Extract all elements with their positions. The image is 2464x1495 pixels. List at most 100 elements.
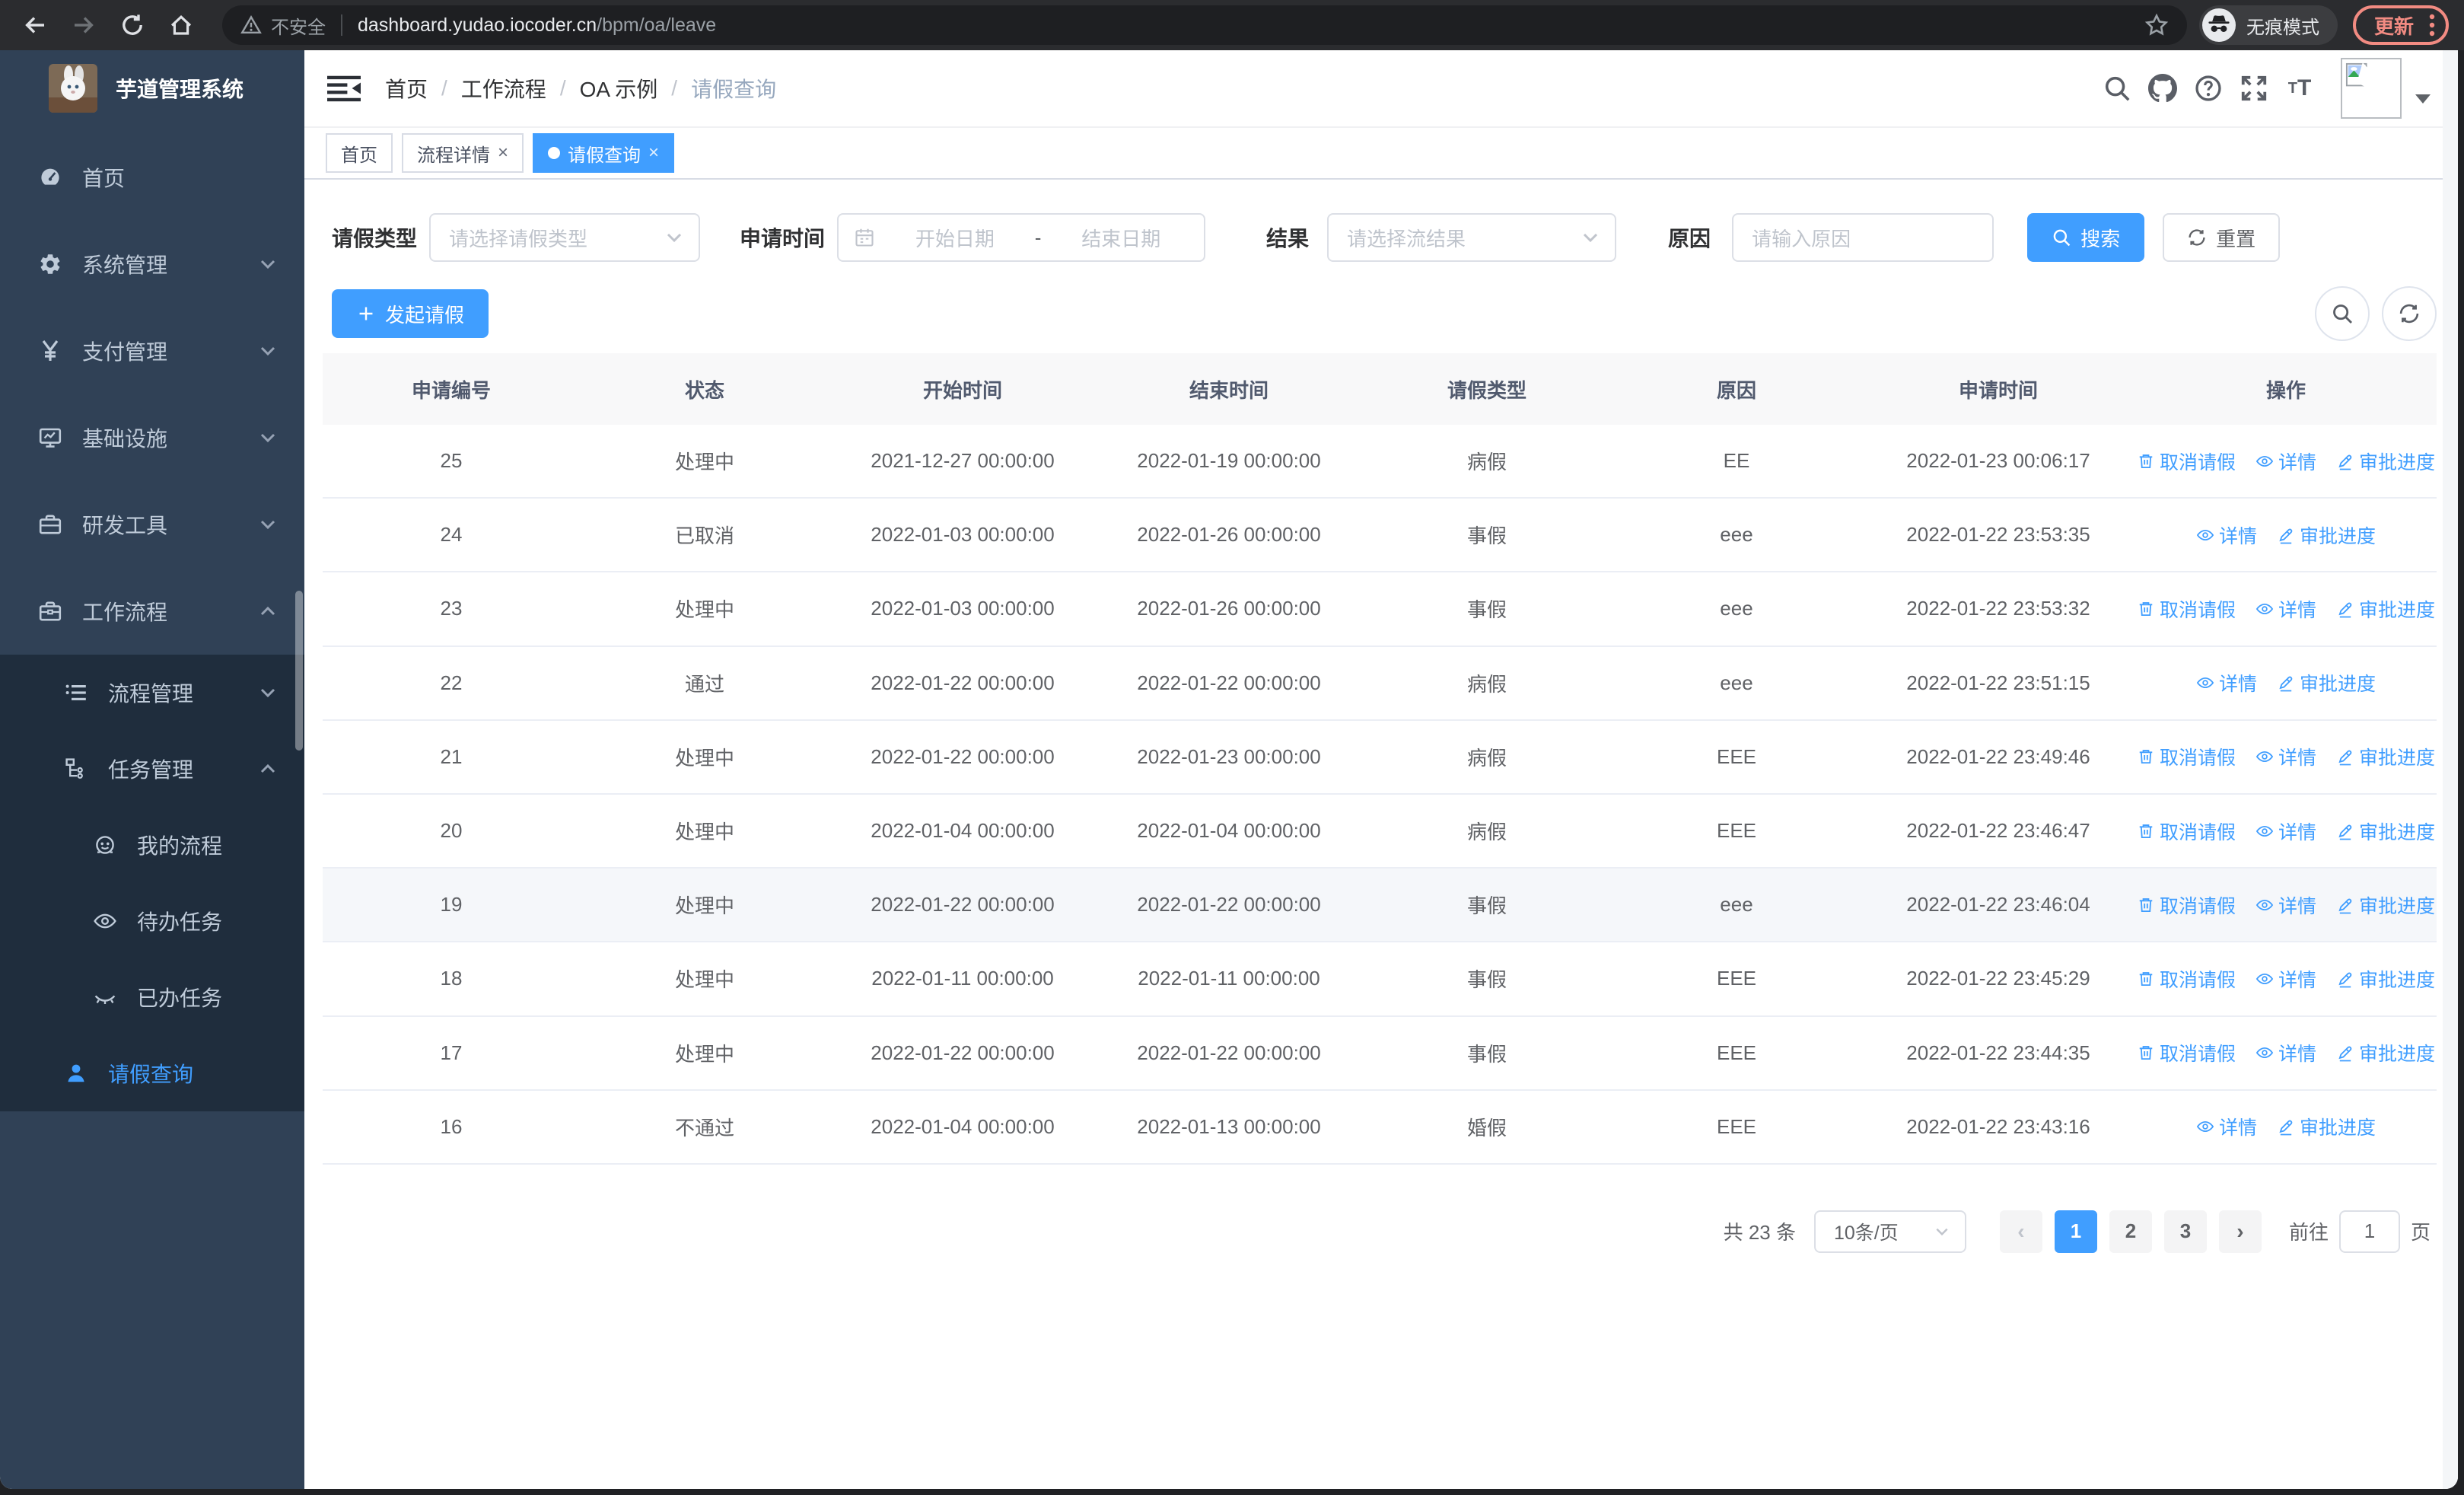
trash-icon bbox=[2137, 1044, 2155, 1062]
detail-link[interactable]: 详情 bbox=[2255, 1039, 2316, 1066]
next-page-button[interactable]: › bbox=[2218, 1210, 2262, 1253]
cell-applied: 2022-01-22 23:53:35 bbox=[1906, 523, 2090, 547]
refresh-table-button[interactable] bbox=[2382, 286, 2437, 341]
page-button-1[interactable]: 1 bbox=[2054, 1210, 2097, 1253]
sidebar-scrollbar-thumb[interactable] bbox=[295, 591, 303, 751]
cancel-link[interactable]: 取消请假 bbox=[2137, 595, 2236, 623]
progress-link[interactable]: 审批进度 bbox=[2336, 743, 2435, 770]
app-logo[interactable]: 芋道管理系统 bbox=[0, 50, 304, 126]
search-button[interactable]: 搜索 bbox=[2027, 213, 2145, 262]
breadcrumb-item[interactable]: OA 示例 bbox=[579, 78, 658, 101]
actions-cell: 详情 审批进度 bbox=[2135, 521, 2437, 549]
sidebar-item-dev-tools[interactable]: 研发工具 bbox=[0, 481, 304, 568]
breadcrumb-item[interactable]: 首页 bbox=[385, 78, 428, 101]
address-bar[interactable]: 不安全 dashboard.yudao.iocoder.cn/bpm/oa/le… bbox=[222, 5, 2187, 45]
detail-link[interactable]: 详情 bbox=[2255, 448, 2316, 475]
security-label[interactable]: 不安全 bbox=[271, 17, 326, 38]
cancel-link[interactable]: 取消请假 bbox=[2137, 818, 2236, 845]
browser-back-button[interactable] bbox=[15, 5, 55, 45]
sidebar-item-infrastructure[interactable]: 基础设施 bbox=[0, 394, 304, 481]
user-menu-caret-icon[interactable] bbox=[2415, 94, 2431, 104]
sidebar-item-task-management[interactable]: 任务管理 bbox=[0, 731, 304, 807]
result-select[interactable]: 请选择流结果 bbox=[1327, 213, 1617, 262]
progress-link[interactable]: 审批进度 bbox=[2336, 595, 2435, 623]
tab-process-detail[interactable]: 流程详情 × bbox=[402, 133, 524, 173]
browser-update-menu[interactable]: 更新 bbox=[2352, 5, 2449, 45]
cancel-link[interactable]: 取消请假 bbox=[2137, 965, 2236, 993]
fullscreen-button[interactable] bbox=[2231, 65, 2277, 111]
detail-link[interactable]: 详情 bbox=[2196, 521, 2257, 549]
progress-link[interactable]: 审批进度 bbox=[2277, 1113, 2376, 1140]
detail-link[interactable]: 详情 bbox=[2255, 891, 2316, 919]
browser-reload-button[interactable] bbox=[113, 5, 152, 45]
date-start-input[interactable]: 开始日期 bbox=[915, 227, 995, 250]
detail-link[interactable]: 详情 bbox=[2196, 1113, 2257, 1140]
sidebar-item-system-management[interactable]: 系统管理 bbox=[0, 221, 304, 308]
page-button-2[interactable]: 2 bbox=[2109, 1210, 2152, 1253]
sidebar-item-payment-management[interactable]: 支付管理 bbox=[0, 308, 304, 394]
prev-page-button[interactable]: ‹ bbox=[1999, 1210, 2042, 1253]
reset-button[interactable]: 重置 bbox=[2163, 213, 2281, 262]
sidebar-collapse-icon[interactable] bbox=[327, 73, 361, 104]
goto-page-input[interactable]: 1 bbox=[2338, 1210, 2400, 1253]
page-size-select[interactable]: 10条/页 bbox=[1813, 1210, 1966, 1253]
sidebar-item-my-process[interactable]: 我的流程 bbox=[0, 807, 304, 883]
progress-link[interactable]: 审批进度 bbox=[2336, 818, 2435, 845]
progress-link[interactable]: 审批进度 bbox=[2336, 448, 2435, 475]
tab-close-icon[interactable]: × bbox=[498, 142, 509, 163]
browser-forward-button[interactable] bbox=[64, 5, 103, 45]
tab-home[interactable]: 首页 bbox=[326, 133, 393, 173]
sidebar-item-workflow[interactable]: 工作流程 bbox=[0, 568, 304, 655]
page-button-3[interactable]: 3 bbox=[2163, 1210, 2207, 1253]
breadcrumb-item[interactable]: 工作流程 bbox=[460, 78, 546, 101]
col-applied: 申请时间 bbox=[1958, 378, 2038, 402]
progress-link[interactable]: 审批进度 bbox=[2336, 1039, 2435, 1066]
sidebar-item-todo-task[interactable]: 待办任务 bbox=[0, 883, 304, 959]
avatar[interactable] bbox=[2341, 58, 2402, 119]
sidebar-item-home[interactable]: 首页 bbox=[0, 134, 304, 221]
browser-menu-dots-icon[interactable] bbox=[2429, 13, 2435, 37]
chevron-up-icon bbox=[259, 602, 277, 620]
sidebar-item-done-task[interactable]: 已办任务 bbox=[0, 959, 304, 1035]
breadcrumb: 首页 / 工作流程 / OA 示例 / 请假查询 bbox=[385, 73, 776, 104]
date-end-input[interactable]: 结束日期 bbox=[1081, 227, 1161, 250]
url-text[interactable]: dashboard.yudao.iocoder.cn/bpm/oa/leave bbox=[358, 14, 717, 36]
cell-end: 2022-01-26 00:00:00 bbox=[1137, 597, 1321, 620]
header-search-button[interactable] bbox=[2094, 65, 2140, 111]
progress-link[interactable]: 审批进度 bbox=[2277, 521, 2376, 549]
progress-link[interactable]: 审批进度 bbox=[2277, 669, 2376, 696]
apply-time-range-picker[interactable]: 开始日期 - 结束日期 bbox=[837, 213, 1206, 262]
github-link[interactable] bbox=[2140, 65, 2185, 111]
leave-type-select[interactable]: 请选择请假类型 bbox=[429, 213, 701, 262]
eye-icon bbox=[2255, 748, 2274, 766]
sidebar-item-leave-query[interactable]: 请假查询 bbox=[0, 1035, 304, 1111]
bookmark-star-icon[interactable] bbox=[2144, 13, 2169, 37]
browser-chrome: 不安全 dashboard.yudao.iocoder.cn/bpm/oa/le… bbox=[0, 0, 2464, 50]
reason-input[interactable]: 请输入原因 bbox=[1732, 213, 1994, 262]
detail-link[interactable]: 详情 bbox=[2255, 743, 2316, 770]
tab-leave-query[interactable]: 请假查询 × bbox=[533, 133, 675, 173]
cancel-link[interactable]: 取消请假 bbox=[2137, 448, 2236, 475]
progress-link[interactable]: 审批进度 bbox=[2336, 965, 2435, 993]
create-leave-button[interactable]: 发起请假 bbox=[332, 289, 489, 338]
browser-home-button[interactable] bbox=[161, 5, 201, 45]
eye-icon bbox=[93, 909, 117, 933]
cancel-link[interactable]: 取消请假 bbox=[2137, 1039, 2236, 1066]
cell-type: 事假 bbox=[1466, 1042, 1507, 1066]
toggle-search-button[interactable] bbox=[2315, 286, 2370, 341]
sidebar-item-process-management[interactable]: 流程管理 bbox=[0, 655, 304, 731]
tab-close-icon[interactable]: × bbox=[648, 142, 660, 163]
detail-link[interactable]: 详情 bbox=[2196, 669, 2257, 696]
update-label[interactable]: 更新 bbox=[2373, 14, 2414, 38]
cancel-link[interactable]: 取消请假 bbox=[2137, 891, 2236, 919]
help-button[interactable] bbox=[2185, 65, 2231, 111]
eye-icon bbox=[2255, 600, 2274, 618]
trash-icon bbox=[2137, 748, 2155, 766]
detail-link[interactable]: 详情 bbox=[2255, 965, 2316, 993]
page-scrollbar[interactable] bbox=[2443, 50, 2458, 1489]
cancel-link[interactable]: 取消请假 bbox=[2137, 743, 2236, 770]
detail-link[interactable]: 详情 bbox=[2255, 818, 2316, 845]
detail-link[interactable]: 详情 bbox=[2255, 595, 2316, 623]
progress-link[interactable]: 审批进度 bbox=[2336, 891, 2435, 919]
